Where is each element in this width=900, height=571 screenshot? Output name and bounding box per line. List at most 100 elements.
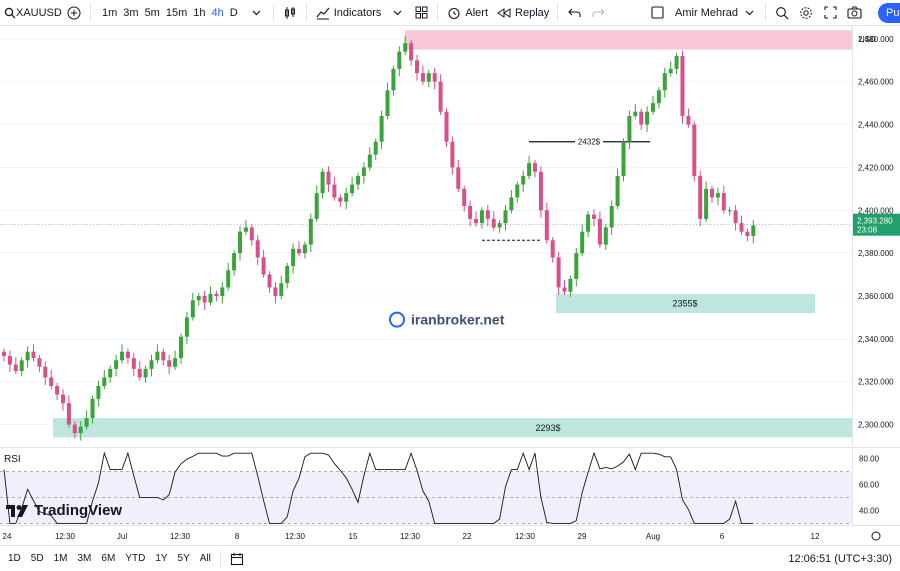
layout-menu-button[interactable]: Amir Mehrad xyxy=(645,0,761,26)
candle-body xyxy=(438,81,443,112)
redo-button[interactable] xyxy=(586,0,610,26)
resistance-zone[interactable] xyxy=(405,30,852,50)
candle-body xyxy=(527,163,532,176)
candle-body xyxy=(556,257,561,288)
time-axis[interactable]: 24 12:30 Jul 12:30 8 12:30 15 12:30 22 12:30 29 Aug… xyxy=(0,525,900,545)
undo-button[interactable] xyxy=(562,0,586,26)
time-tick-label: 15 xyxy=(349,532,358,541)
symbol-search[interactable]: XAUUSD xyxy=(0,0,62,26)
price-tick-label: 2,420.000 xyxy=(858,163,894,172)
range-all[interactable]: All xyxy=(199,553,211,564)
support-zone-2355[interactable] xyxy=(556,293,815,314)
candle-body xyxy=(415,60,419,74)
rsi-tick-label: 60.00 xyxy=(859,480,880,489)
time-tick-label: 8 xyxy=(235,532,240,541)
replay-label: Replay xyxy=(515,6,550,19)
alert-label: Alert xyxy=(465,6,489,19)
candle-body xyxy=(149,360,154,369)
price-tick-label: 2,360.000 xyxy=(858,292,894,301)
price-chart-pane[interactable]: 2355$ 2293$ 2432$ iranbroker.net xyxy=(0,26,852,446)
divider xyxy=(765,4,766,21)
candle-body xyxy=(161,351,166,361)
price-axis[interactable]: USD 2,480.000 2,460.000 2,440.000 2,420.000 2… xyxy=(852,26,900,446)
clock-timezone[interactable]: 12:06:51 (UTC+3:30) xyxy=(788,552,892,565)
candle-body xyxy=(320,171,325,194)
range-5y[interactable]: 5Y xyxy=(177,553,190,564)
camera-icon xyxy=(846,5,862,21)
currency-label: USD xyxy=(859,35,876,44)
current-price-tag[interactable] xyxy=(853,213,900,236)
candle-body xyxy=(509,197,514,211)
candle-body xyxy=(538,171,543,211)
candle-body xyxy=(25,351,30,361)
snapshot-button[interactable] xyxy=(842,0,866,26)
tradingview-logo-icon xyxy=(6,504,28,517)
range-6m[interactable]: 6M xyxy=(101,553,116,564)
candle-countdown: 23:08 xyxy=(857,226,878,235)
time-tick-label: 12 xyxy=(811,532,820,541)
settings-button[interactable] xyxy=(794,0,818,26)
replay-button[interactable]: Replay xyxy=(492,0,553,26)
gear-icon xyxy=(871,531,881,541)
candle-body xyxy=(491,218,496,228)
timeframe-dropdown[interactable] xyxy=(245,0,269,26)
indicators-button[interactable]: Indicators xyxy=(311,0,386,26)
candle-body xyxy=(137,368,142,378)
range-1d[interactable]: 1D xyxy=(8,553,21,564)
candle-body xyxy=(361,167,366,176)
candle-body xyxy=(350,184,355,194)
quick-search-button[interactable] xyxy=(770,0,794,26)
candle-body xyxy=(479,210,484,224)
candle-body xyxy=(497,223,502,228)
indicators-dropdown[interactable] xyxy=(385,0,409,26)
alert-button[interactable]: Alert xyxy=(442,0,492,26)
candle-body xyxy=(273,287,278,296)
timeframe-1h[interactable]: 1h xyxy=(193,6,206,19)
candle-body xyxy=(456,167,461,189)
candle-body xyxy=(568,278,573,292)
range-1m[interactable]: 1M xyxy=(53,553,68,564)
candle-body xyxy=(721,193,726,211)
layouts-button[interactable] xyxy=(409,0,433,26)
candle-body xyxy=(143,368,148,378)
timeframe-15m[interactable]: 15m xyxy=(165,6,188,19)
range-3m[interactable]: 3M xyxy=(77,553,92,564)
rsi-axis-scale: 80.00 60.00 40.00 xyxy=(859,454,880,515)
rsi-label: RSI xyxy=(4,454,21,465)
candle-body xyxy=(356,176,360,185)
compare-button[interactable] xyxy=(62,0,86,26)
candle-body xyxy=(432,73,437,82)
timeframe-4h[interactable]: 4h xyxy=(211,6,224,19)
timeframe-5m[interactable]: 5m xyxy=(144,6,160,19)
range-ytd[interactable]: YTD xyxy=(125,553,146,564)
candle-body xyxy=(662,73,667,91)
candle-body xyxy=(533,163,537,172)
candle-body xyxy=(733,210,738,224)
price-tick-label: 2,460.000 xyxy=(858,78,894,87)
timeframe-3m[interactable]: 3m xyxy=(123,6,139,19)
support-zone-2293[interactable] xyxy=(53,418,852,438)
candle-body xyxy=(220,287,225,296)
fullscreen-button[interactable] xyxy=(818,0,842,26)
watermark-icon xyxy=(389,311,405,328)
price-tick-label: 2,340.000 xyxy=(858,335,894,344)
candlestick-chart: 2355$ 2293$ 2432$ iranbroker.net xyxy=(0,30,852,441)
zone-label-2293: 2293$ xyxy=(535,423,560,433)
timezone-settings-icon[interactable] xyxy=(871,531,881,541)
range-5d[interactable]: 5D xyxy=(30,553,44,564)
rsi-pane[interactable]: RSI TradingView xyxy=(0,447,852,525)
chart-type-button[interactable] xyxy=(278,0,302,26)
goto-date-button[interactable] xyxy=(225,546,249,571)
range-1y[interactable]: 1Y xyxy=(155,553,168,564)
top-toolbar: XAUUSD 1m 3m 5m 15m 1h 4h D Indicators xyxy=(0,0,900,26)
candle-body xyxy=(704,188,709,219)
publish-button[interactable]: Pu xyxy=(878,3,900,23)
candle-body xyxy=(379,116,384,142)
timeframe-d[interactable]: D xyxy=(229,6,238,19)
candle-body xyxy=(615,176,620,206)
layout-square-icon xyxy=(649,5,665,21)
rsi-axis[interactable]: 80.00 60.00 40.00 xyxy=(852,447,900,525)
candle-body xyxy=(125,351,130,359)
timeframe-1m[interactable]: 1m xyxy=(102,6,118,19)
